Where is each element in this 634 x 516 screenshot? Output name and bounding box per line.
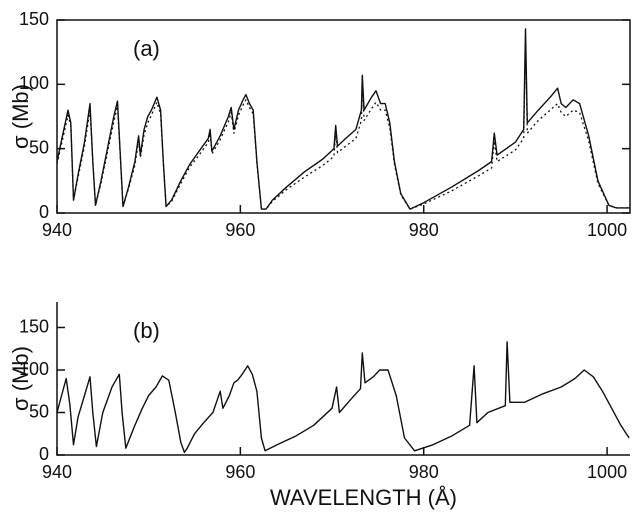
series-line	[56, 28, 630, 210]
x-tick-label: 1000	[587, 220, 627, 240]
y-tick-label: 0	[39, 202, 49, 222]
y-tick-label: 50	[29, 137, 49, 157]
panel-label: (a)	[133, 36, 160, 61]
x-tick-label: 960	[225, 462, 255, 482]
x-tick-label: 960	[225, 220, 255, 240]
panel-label: (b)	[133, 318, 160, 343]
y-axis-title: σ (Mb)	[8, 84, 33, 149]
y-tick-label: 0	[39, 444, 49, 464]
y-tick-label: 150	[19, 9, 49, 29]
y-axis-title: σ (Mb)	[8, 346, 33, 411]
x-tick-label: 980	[409, 220, 439, 240]
y-tick-label: 50	[29, 401, 49, 421]
x-axis-title: WAVELENGTH (Å)	[270, 485, 457, 510]
y-tick-label: 150	[19, 316, 49, 336]
series-line	[56, 45, 630, 210]
x-tick-label: 940	[42, 220, 72, 240]
plot-frame	[56, 19, 631, 214]
y-tick-label: 100	[19, 73, 49, 93]
x-tick-label: 1000	[587, 462, 627, 482]
series-line	[56, 341, 630, 454]
y-tick-label: 100	[19, 359, 49, 379]
x-tick-label: 980	[409, 462, 439, 482]
x-tick-label: 940	[42, 462, 72, 482]
